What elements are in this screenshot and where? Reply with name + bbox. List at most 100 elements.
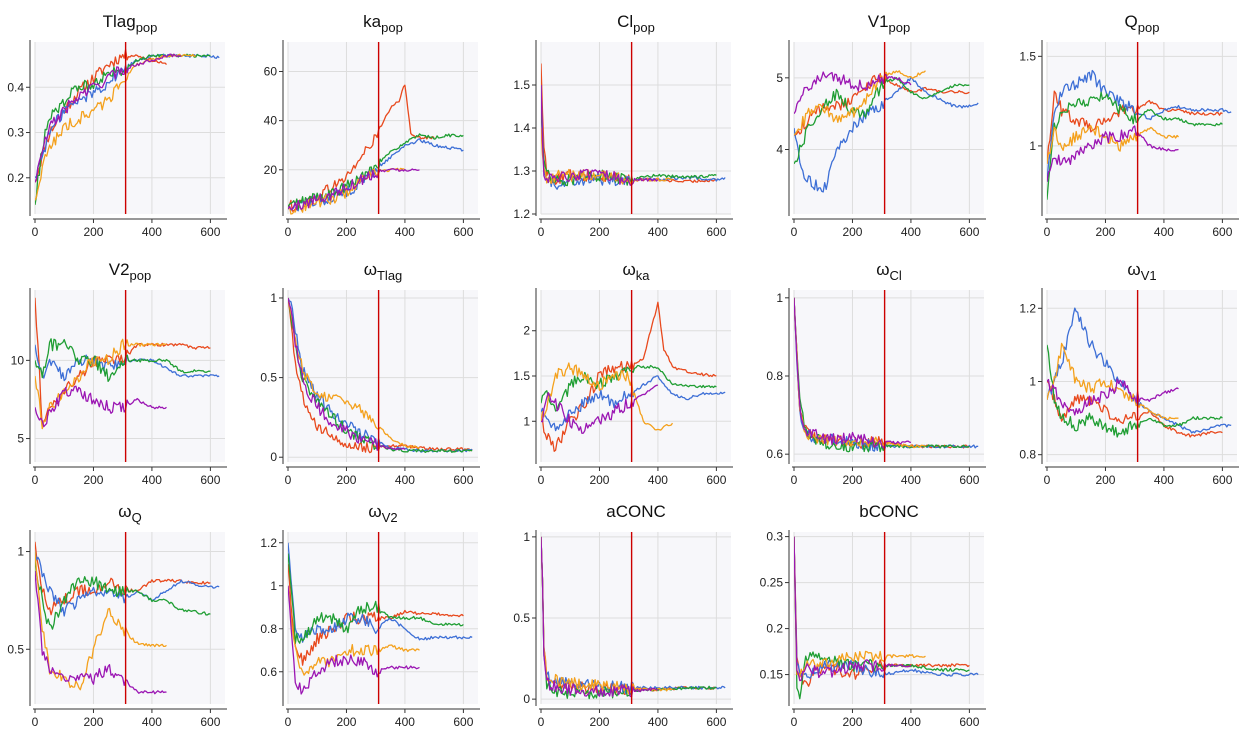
y-tick-label: 1.5 [513, 78, 530, 92]
panel-title-main: ω [876, 260, 890, 279]
y-tick-label: 2 [523, 324, 530, 338]
panel-title: ωTlag [278, 260, 488, 283]
trace-line-chain4 [288, 297, 420, 449]
y-tick-label: 1.3 [513, 164, 530, 178]
plot-area [288, 290, 478, 462]
trace-plot: 0.15 0.2 0.25 0.3 0 200 400 600 [760, 530, 986, 729]
trace-line-chain4 [541, 362, 674, 431]
y-tick-label: 0.15 [760, 668, 784, 682]
panel-title: V2pop [25, 260, 235, 283]
panel-title-main: V1 [867, 12, 889, 31]
trace-line-chain5 [794, 536, 912, 682]
panel-title-subscript: pop [888, 20, 911, 35]
panel-title: Qpop [1037, 12, 1247, 35]
y-tick-label: 1 [1029, 139, 1036, 153]
trace-panel: Clpop 1.2 1.3 1.4 1.5 0 200 400 600 [506, 0, 746, 242]
trace-panel: ωka 1 1.5 2 0 200 400 600 [506, 248, 746, 490]
trace-line-chain3 [541, 364, 717, 412]
y-tick-label: 0.8 [260, 622, 277, 636]
trace-panel: V2pop 5 10 0 200 400 600 [0, 248, 240, 490]
x-tick-label: 0 [791, 225, 798, 239]
trace-plot: 0.6 0.8 1 1.2 0 200 400 600 [260, 530, 480, 729]
trace-line-chain5 [1047, 125, 1179, 182]
x-tick-label: 200 [842, 715, 862, 729]
y-tick-label: 1 [523, 414, 530, 428]
y-tick-label: 0.8 [1019, 448, 1036, 462]
panel-title: bCONC [784, 502, 994, 522]
trace-line-chain2 [1047, 69, 1232, 182]
trace-line-chain2 [288, 542, 473, 643]
trace-panel: Qpop 1 1.5 0 200 400 600 [1012, 0, 1252, 242]
y-tick-label: 1 [523, 530, 530, 544]
x-tick-label: 400 [901, 473, 921, 487]
trace-panel: Tlagpop 0.2 0.3 0.4 0 200 400 600 [0, 0, 240, 242]
panel-title: ωCl [784, 260, 994, 283]
trace-plot: 5 10 0 200 400 600 [11, 288, 227, 487]
panel-title: ωV2 [278, 502, 488, 525]
trace-line-chain2 [35, 551, 220, 617]
trace-line-chain5 [794, 297, 912, 449]
trace-plot: 0 0.5 1 0 200 400 600 [260, 288, 480, 487]
x-tick-label: 200 [83, 715, 103, 729]
panel-title-subscript: pop [381, 20, 403, 35]
trace-line-chain4 [35, 53, 197, 201]
trace-panel: V1pop 4 5 0 200 400 600 [759, 0, 999, 242]
trace-plot: 0.2 0.3 0.4 0 200 400 600 [7, 40, 227, 239]
trace-panel: ωV1 0.8 1 1.2 0 200 400 600 [1012, 248, 1252, 490]
trace-panel: ωV2 0.6 0.8 1 1.2 0 200 400 600 [253, 490, 493, 732]
panel-title: ωV1 [1037, 260, 1247, 283]
x-tick-label: 400 [648, 473, 668, 487]
trace-line-chain2 [541, 375, 726, 432]
trace-line-chain2 [794, 76, 979, 193]
trace-panel: ωCl 0.6 0.8 1 0 200 400 600 [759, 248, 999, 490]
trace-line-chain4 [1047, 125, 1179, 164]
panel-title: ωka [531, 260, 741, 283]
x-tick-label: 0 [538, 225, 545, 239]
y-tick-label: 0 [270, 450, 277, 464]
panel-title-subscript: Q [131, 510, 142, 525]
panel-title-main: V2 [108, 260, 130, 279]
trace-line-chain5 [288, 585, 420, 695]
plot-area [794, 532, 984, 704]
y-tick-label: 1.2 [1019, 301, 1036, 315]
trace-line-chain5 [1047, 378, 1179, 416]
panel-title-main: aCONC [606, 502, 666, 521]
x-tick-label: 200 [842, 473, 862, 487]
x-tick-label: 600 [453, 225, 473, 239]
x-tick-label: 0 [791, 473, 798, 487]
panel-title-main: Q [1124, 12, 1138, 31]
x-tick-label: 600 [959, 225, 979, 239]
plot-area [1047, 290, 1237, 462]
trace-line-chain1 [541, 63, 717, 185]
trace-line-chain3 [288, 133, 464, 210]
y-tick-label: 0.8 [766, 369, 783, 383]
x-tick-label: 600 [200, 473, 220, 487]
y-tick-label: 0.5 [7, 642, 24, 656]
trace-panel: ωTlag 0 0.5 1 0 200 400 600 [253, 248, 493, 490]
panel-title: ωQ [25, 502, 235, 525]
x-tick-label: 0 [1044, 473, 1051, 487]
y-tick-label: 0.4 [7, 80, 24, 94]
trace-line-chain5 [541, 84, 659, 186]
y-tick-label: 0 [523, 692, 530, 706]
x-tick-label: 600 [200, 225, 220, 239]
trace-line-chain1 [35, 297, 211, 430]
trace-line-chain3 [35, 561, 211, 630]
trace-line-chain4 [288, 585, 420, 676]
panel-title-main: bCONC [859, 502, 919, 521]
panel-title-main: Cl [617, 12, 634, 31]
panel-title-main: ω [363, 260, 377, 279]
panel-title-subscript: V2 [381, 510, 398, 525]
x-tick-label: 600 [706, 473, 726, 487]
y-tick-label: 0.3 [766, 530, 783, 544]
y-tick-label: 1 [776, 291, 783, 305]
trace-plot: 0.6 0.8 1 0 200 400 600 [766, 288, 986, 487]
x-tick-label: 400 [1154, 473, 1174, 487]
trace-plot: 1.2 1.3 1.4 1.5 0 200 400 600 [513, 40, 733, 239]
x-tick-label: 600 [706, 225, 726, 239]
y-tick-label: 0.2 [766, 622, 783, 636]
trace-plot: 0 0.5 1 0 200 400 600 [513, 530, 733, 729]
y-tick-label: 40 [264, 114, 278, 128]
x-tick-label: 200 [83, 473, 103, 487]
x-tick-label: 400 [142, 715, 162, 729]
